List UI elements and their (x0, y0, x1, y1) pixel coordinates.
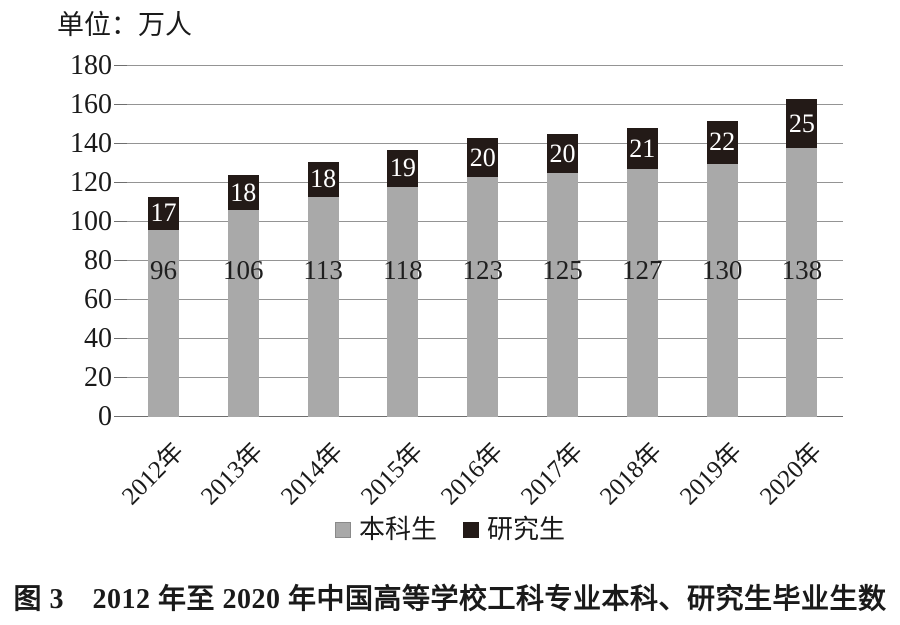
y-tick (114, 299, 127, 300)
grad-value-label: 17 (150, 198, 177, 228)
y-tick (114, 182, 127, 183)
bar-segment-grad: 21 (626, 128, 658, 170)
undergrad-swatch (334, 522, 351, 538)
y-tick-label: 140 (70, 128, 112, 159)
bar-group: 22 130 (702, 66, 742, 417)
legend-item-undergrad: 本科生 (334, 515, 437, 545)
bar-segment-grad: 20 (467, 138, 499, 178)
bar-group: 25 138 (782, 66, 822, 417)
grad-value-label: 19 (389, 153, 416, 183)
bar-segment-grad: 17 (148, 196, 179, 230)
y-tick-label: 20 (84, 362, 112, 393)
y-tick-label: 40 (84, 323, 112, 354)
bar-group: 19 118 (383, 66, 423, 417)
y-tick-label: 100 (70, 206, 112, 237)
bar-segment-grad: 20 (547, 134, 578, 174)
bar-group: 20 125 (542, 66, 583, 417)
grad-value-label: 22 (709, 127, 736, 157)
legend: 本科生 研究生 (0, 515, 900, 545)
undergrad-value-label: 106 (223, 255, 264, 285)
y-tick-label: 60 (84, 284, 112, 315)
bar-segment-undergrad (547, 173, 578, 417)
undergrad-value-label: 96 (150, 255, 177, 285)
y-tick-label: 120 (70, 167, 112, 198)
bar-group: 18 106 (223, 66, 264, 417)
unit-label: 单位：万人 (57, 10, 192, 40)
bar-group: 18 113 (303, 66, 343, 417)
grad-legend-label: 研究生 (487, 515, 566, 544)
bar-segment-grad: 19 (387, 149, 419, 187)
undergrad-value-label: 127 (622, 255, 663, 285)
bar-segment-grad: 25 (786, 99, 818, 148)
gridline (127, 104, 843, 105)
undergrad-legend-label: 本科生 (358, 515, 437, 544)
gridline (127, 65, 843, 66)
bar-group: 17 96 (148, 66, 179, 417)
bar-group: 21 127 (622, 66, 663, 417)
grad-value-label: 21 (629, 133, 656, 163)
y-tick (114, 65, 127, 66)
grad-swatch (463, 522, 479, 538)
y-tick (114, 221, 127, 222)
bar-segment-undergrad (148, 229, 179, 417)
y-tick-label: 80 (84, 245, 112, 276)
bar-segment-grad: 22 (706, 120, 738, 164)
y-axis-labels: 0 20 40 60 80 100 120 140 160 180 (0, 50, 127, 432)
grad-value-label: 18 (230, 177, 257, 207)
bar-segment-undergrad (227, 210, 259, 417)
undergrad-value-label: 118 (383, 255, 423, 285)
bar-segment-grad: 18 (227, 175, 259, 211)
y-tick-label: 0 (98, 401, 112, 432)
undergrad-value-label: 113 (303, 255, 343, 285)
bar-segment-undergrad (626, 169, 658, 417)
undergrad-value-label: 125 (542, 255, 583, 285)
plot-area: 17 96 2012年 18 106 2013年 18 113 2014年 19 118 2015年 2… (114, 65, 843, 510)
y-tick-label: 180 (70, 50, 112, 81)
bar-segment-undergrad (467, 177, 499, 417)
grad-value-label: 25 (788, 108, 815, 138)
grad-value-label: 20 (469, 142, 496, 172)
legend-item-grad: 研究生 (463, 515, 565, 545)
undergrad-value-label: 138 (781, 255, 823, 285)
figure-caption: 图 3 2012 年至 2020 年中国高等学校工科专业本科、研究生毕业生数 (13, 584, 887, 615)
y-tick (114, 377, 127, 378)
bar-segment-undergrad (786, 147, 818, 417)
grad-value-label: 18 (310, 164, 337, 194)
bar-group: 20 123 (462, 66, 503, 417)
y-tick (114, 260, 127, 261)
y-tick (114, 338, 127, 339)
bar-segment-undergrad (706, 163, 738, 417)
y-tick (114, 143, 127, 144)
y-tick-label: 160 (70, 89, 112, 120)
bar-segment-undergrad (307, 196, 339, 417)
undergrad-value-label: 123 (462, 255, 503, 285)
y-tick (114, 416, 127, 417)
bar-segment-grad: 18 (307, 161, 339, 197)
bar-segment-undergrad (387, 186, 419, 417)
undergrad-value-label: 130 (701, 255, 743, 285)
y-tick (114, 104, 127, 105)
grad-value-label: 20 (549, 138, 576, 168)
